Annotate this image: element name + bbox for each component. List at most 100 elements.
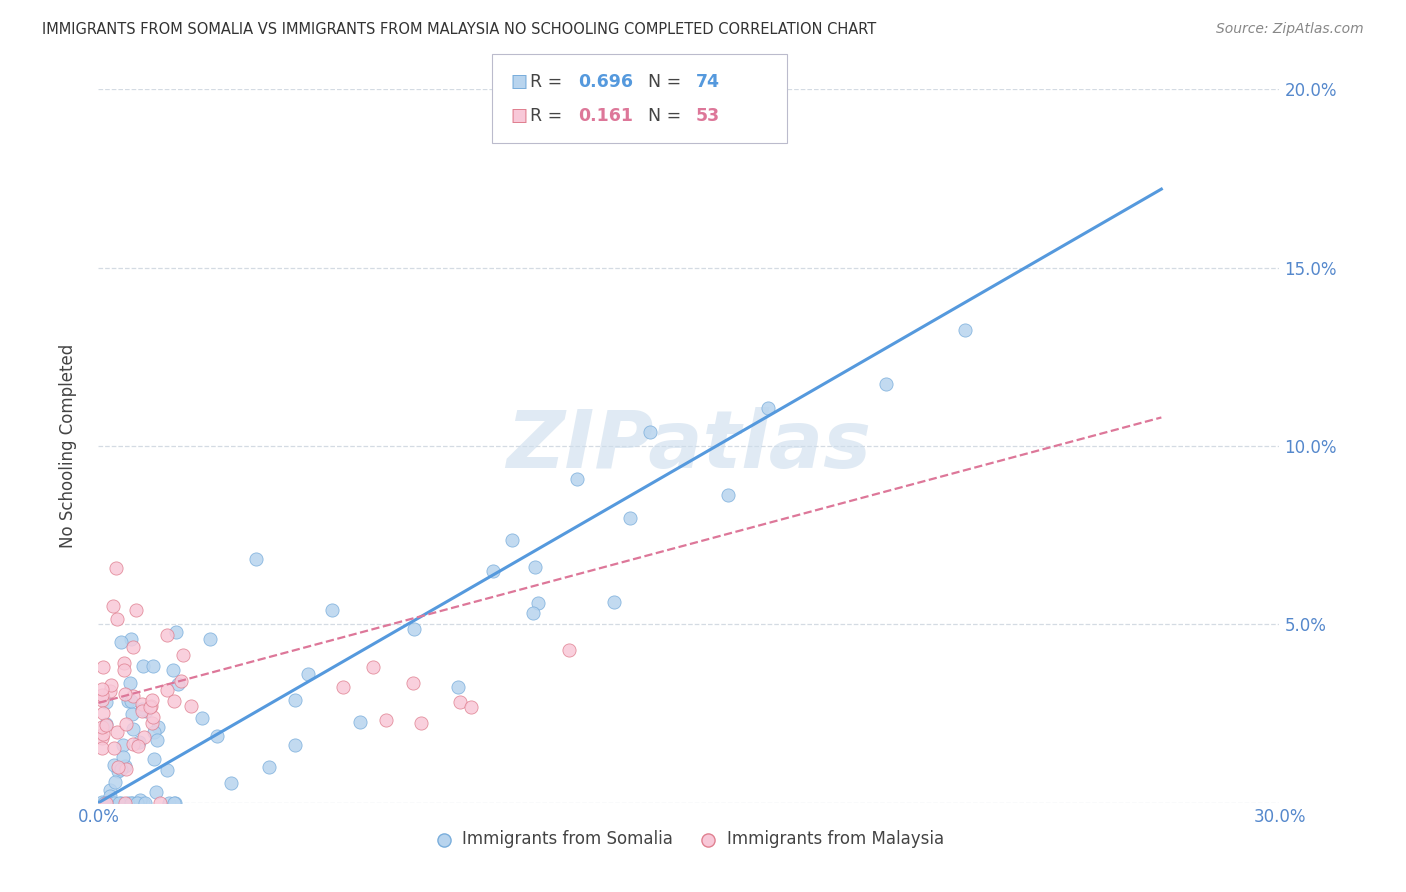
Point [163,796,186,810]
Point [103,599,125,614]
Point [172,648,194,662]
Point [402,623,425,637]
Point [128,735,150,749]
Point [332,680,354,694]
Point [131,698,153,712]
Point [107,760,129,774]
Point [127,796,149,810]
Point [756,401,779,415]
Point [107,764,129,779]
Point [522,606,544,620]
Point [156,628,179,642]
Text: IMMIGRANTS FROM SOMALIA VS IMMIGRANTS FROM MALAYSIA NO SCHOOLING COMPLETED CORRE: IMMIGRANTS FROM SOMALIA VS IMMIGRANTS FR… [42,22,876,37]
Point [98,783,121,797]
Point [638,425,661,439]
Point [94,718,117,732]
Point [180,698,202,713]
Point [131,704,153,718]
Point [141,693,163,707]
Point [409,715,432,730]
Point [105,725,128,739]
Point [402,675,425,690]
Point [132,659,155,673]
Point [112,663,135,677]
Point [128,792,150,806]
Point [163,796,186,810]
Point [127,796,149,810]
Point [155,763,177,777]
Text: 74: 74 [696,73,720,91]
Point [567,472,589,486]
Point [558,642,581,657]
Point [527,596,550,610]
Point [93,796,115,810]
Point [146,733,169,747]
Point [375,713,398,727]
Point [219,776,242,790]
Point [165,624,187,639]
Text: N =: N = [648,107,688,125]
Point [112,738,135,752]
Point [349,715,371,730]
Point [321,603,343,617]
Text: ZIPatlas: ZIPatlas [506,407,872,485]
Text: □: □ [510,107,527,125]
Point [121,706,143,721]
Point [132,796,155,810]
Point [717,488,740,502]
Point [156,683,179,698]
Point [361,660,384,674]
Point [114,796,136,810]
Text: 0.161: 0.161 [578,107,633,125]
Point [284,693,307,707]
Point [207,729,229,743]
Point [122,737,145,751]
Point [157,796,180,810]
Point [120,796,142,810]
Point [114,687,136,701]
Point [104,561,127,575]
Point [145,785,167,799]
Point [284,739,307,753]
Text: Source: ZipAtlas.com: Source: ZipAtlas.com [1216,22,1364,37]
Point [142,659,165,673]
Point [619,511,641,525]
Text: N =: N = [648,73,688,91]
Point [257,760,280,774]
Point [125,603,148,617]
Point [108,796,131,810]
Point [117,694,139,708]
Point [94,695,117,709]
Point [460,700,482,714]
Point [100,678,122,692]
Point [114,759,136,773]
Point [91,795,114,809]
Point [98,789,121,803]
Point [115,717,138,731]
Point [191,711,214,725]
Point [143,751,166,765]
Point [110,635,132,649]
Text: R =: R = [530,73,568,91]
Text: ■: ■ [510,73,527,91]
Point [143,725,166,739]
Point [91,727,114,741]
Point [110,762,132,776]
Point [94,796,117,810]
Point [91,706,114,720]
Point [115,763,138,777]
Point [121,689,143,703]
Point [134,796,156,810]
Text: □: □ [510,73,527,91]
Point [131,702,153,716]
Point [875,376,897,391]
Point [91,688,114,702]
Point [91,693,114,707]
Point [132,731,155,745]
Point [105,612,128,626]
Point [121,796,143,810]
Point [120,676,142,690]
Point [170,674,193,689]
Point [120,632,142,646]
Text: R =: R = [530,107,568,125]
